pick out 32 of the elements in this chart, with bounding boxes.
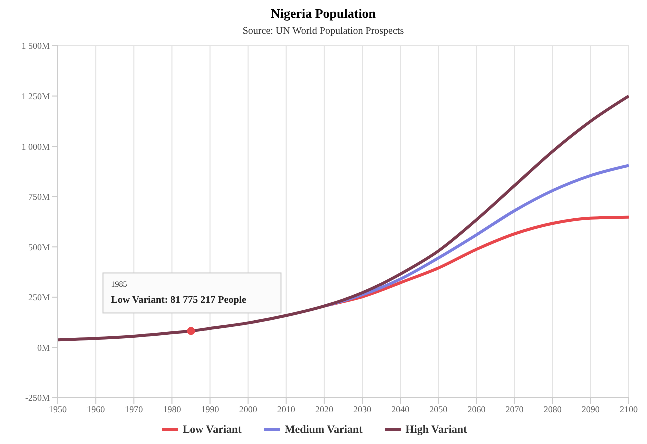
x-tick-label: 1970	[125, 404, 144, 414]
x-tick-label: 2060	[468, 404, 486, 414]
y-tick-label: 1 000M	[22, 142, 50, 152]
line-series	[58, 94, 629, 342]
x-tick-label: 2070	[506, 404, 524, 414]
annotation: 1985 Low Variant: 81 775 217 People	[111, 280, 248, 306]
y-tick-label: 750M	[28, 192, 50, 202]
y-tick-label: -250M	[26, 393, 50, 404]
x-tick-label: 2010	[277, 404, 296, 414]
legend-label: High Variant	[404, 424, 468, 436]
y-tick-label: 500M	[28, 242, 50, 252]
x-tick-label: 1980	[163, 404, 182, 414]
y-tick-label: 1 500M	[22, 41, 50, 52]
chart-title: Nigeria Population	[270, 6, 378, 22]
x-tick-label: 1990	[201, 404, 220, 414]
x-tick-label: 2090	[582, 404, 600, 414]
y-tick-label: 1 250M	[22, 91, 50, 102]
chart-subtitle: Source: UN World Population Prospects	[242, 26, 406, 37]
x-tick-label: 2100	[620, 404, 638, 414]
x-tick-label: 2020	[315, 404, 334, 414]
x-tick-label: 2030	[354, 404, 372, 414]
x-tick-label: 2000	[239, 404, 258, 414]
legend-label: Low Variant	[182, 424, 242, 436]
x-tick-label: 1960	[87, 404, 106, 414]
x-tick-label: 1950	[49, 404, 68, 414]
x-tick-label: 2040	[392, 404, 410, 414]
legend-label: Medium Variant	[284, 424, 363, 436]
y-tick-label: 0M	[37, 342, 50, 353]
x-tick-label: 2080	[544, 404, 562, 414]
y-tick-label: 250M	[28, 292, 50, 303]
tooltip-box: 1985 Low Variant: 81 775 217 People	[102, 272, 282, 314]
x-tick-label: 2050	[430, 404, 448, 414]
